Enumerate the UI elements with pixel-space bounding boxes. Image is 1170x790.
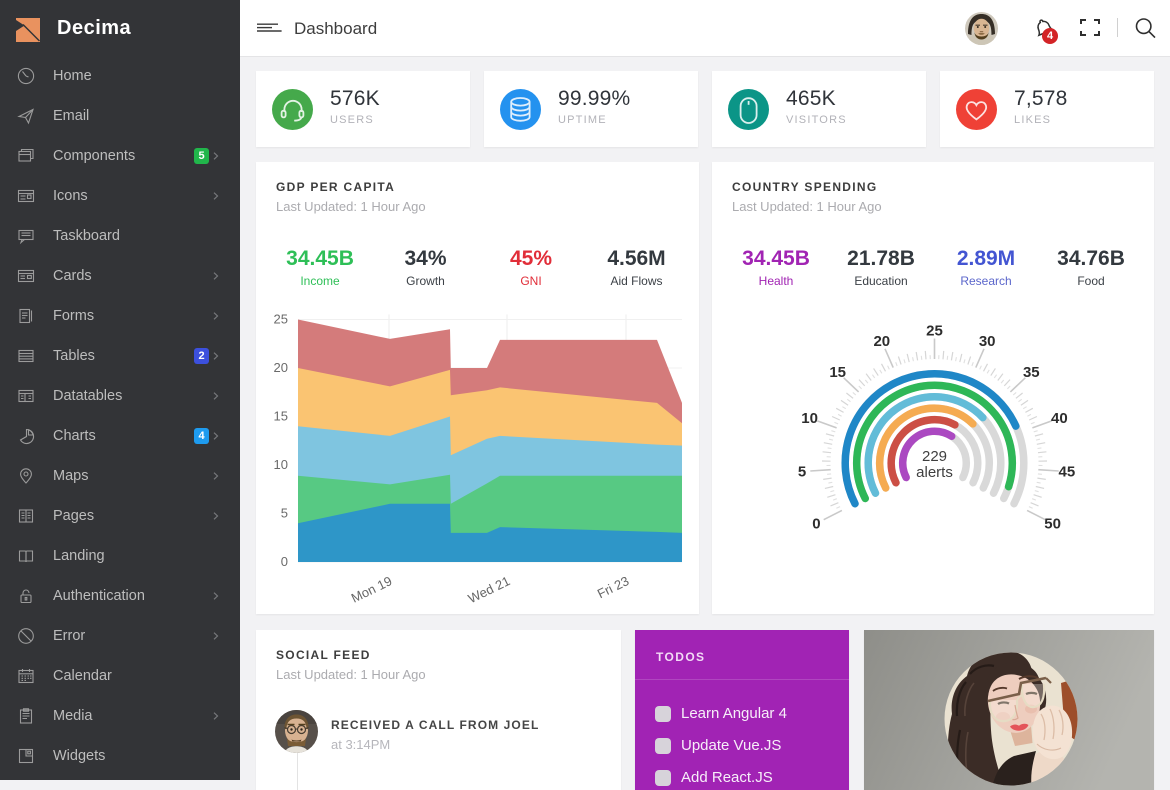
svg-text:5: 5 <box>281 506 288 521</box>
svg-text:5: 5 <box>798 464 806 481</box>
svg-text:Wed 21: Wed 21 <box>466 573 513 606</box>
svg-text:45: 45 <box>1059 464 1076 481</box>
svg-text:Mon 19: Mon 19 <box>349 573 395 605</box>
svg-text:Fri 23: Fri 23 <box>595 573 631 601</box>
svg-text:0: 0 <box>812 516 820 533</box>
svg-text:alerts: alerts <box>916 464 953 481</box>
svg-text:20: 20 <box>274 360 288 375</box>
svg-text:40: 40 <box>1051 410 1068 427</box>
svg-text:50: 50 <box>1044 516 1061 533</box>
svg-text:229: 229 <box>922 448 947 465</box>
svg-text:10: 10 <box>801 410 818 427</box>
svg-text:35: 35 <box>1023 364 1040 381</box>
svg-text:30: 30 <box>979 333 996 350</box>
svg-text:25: 25 <box>926 322 943 339</box>
svg-text:0: 0 <box>281 554 288 569</box>
svg-text:10: 10 <box>274 457 288 472</box>
svg-text:15: 15 <box>829 364 846 381</box>
svg-text:20: 20 <box>873 333 890 350</box>
svg-text:15: 15 <box>274 409 288 424</box>
svg-text:25: 25 <box>274 312 288 327</box>
